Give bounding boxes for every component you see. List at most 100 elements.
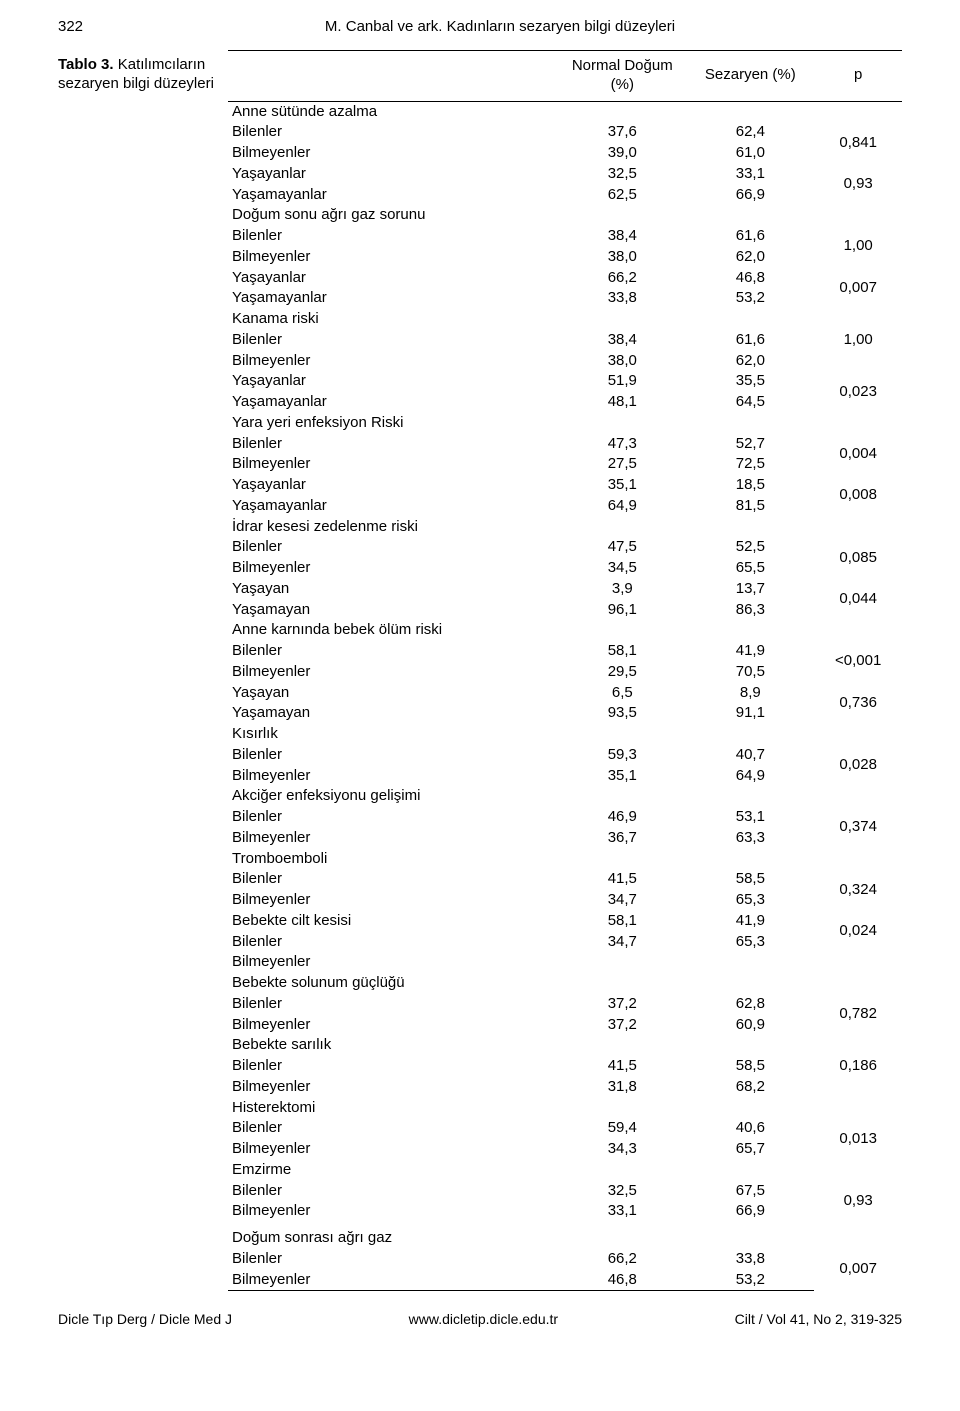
table-row: Bilenler37,662,40,841	[228, 122, 902, 143]
row-label: Bilenler	[228, 1181, 558, 1202]
table-caption: Tablo 3. Katılımcıların sezaryen bilgi d…	[58, 50, 228, 1291]
table-row: Bilmeyenler35,164,9	[228, 766, 902, 787]
col-normal: Normal Doğum (%)	[558, 51, 686, 102]
section-title: Akciğer enfeksiyonu gelişimi	[228, 786, 558, 807]
cell-normal: 34,3	[558, 1139, 686, 1160]
cell-normal: 59,4	[558, 1118, 686, 1139]
row-label: Yaşamayanlar	[228, 496, 558, 517]
row-label: Yaşayan	[228, 683, 558, 704]
cell-sezaryen: 58,5	[686, 869, 814, 890]
row-label: Yaşamayanlar	[228, 392, 558, 413]
cell-sezaryen: 35,5	[686, 371, 814, 392]
footer-left: Dicle Tıp Derg / Dicle Med J	[58, 1311, 232, 1327]
table-row: Bilenler41,558,50,186	[228, 1056, 902, 1077]
cell-sezaryen: 68,2	[686, 1077, 814, 1098]
cell-sezaryen: 72,5	[686, 454, 814, 475]
cell-p: 0,085	[814, 537, 902, 579]
cell-normal: 34,7	[558, 890, 686, 911]
cell-normal: 38,0	[558, 247, 686, 268]
cell-normal: 37,2	[558, 1015, 686, 1036]
table-row: Tromboemboli	[228, 849, 902, 870]
cell-sezaryen: 62,0	[686, 351, 814, 372]
row-label: Bilenler	[228, 641, 558, 662]
table-row: Bilmeyenler34,365,7	[228, 1139, 902, 1160]
row-label: Bilenler	[228, 122, 558, 143]
cell-sezaryen: 70,5	[686, 662, 814, 683]
table-row: Bilmeyenler31,868,2	[228, 1077, 902, 1098]
cell-p: 0,782	[814, 994, 902, 1036]
table-row: Bilmeyenler34,565,5	[228, 558, 902, 579]
table-row: Bilenler58,141,9<0,001	[228, 641, 902, 662]
row-label: Bilenler	[228, 807, 558, 828]
row-label: Yaşamayan	[228, 703, 558, 724]
row-label: Bilmeyenler	[228, 247, 558, 268]
row-label: Bilenler	[228, 869, 558, 890]
table-row: Yaşamayanlar48,164,5	[228, 392, 902, 413]
cell-sezaryen: 53,2	[686, 288, 814, 309]
cell-sezaryen: 58,5	[686, 1056, 814, 1077]
row-label: Bilmeyenler	[228, 1015, 558, 1036]
cell-sezaryen: 52,7	[686, 434, 814, 455]
cell-p: 0,007	[814, 1249, 902, 1291]
cell-normal: 96,1	[558, 600, 686, 621]
table-row: Bilenler41,558,50,324	[228, 869, 902, 890]
cell-p: 0,023	[814, 371, 902, 413]
table-row: Bilmeyenler36,763,3	[228, 828, 902, 849]
row-label: Yaşayanlar	[228, 164, 558, 185]
table-row: Bilmeyenler37,260,9	[228, 1015, 902, 1036]
section-title: Anne sütünde azalma	[228, 101, 558, 122]
row-label: Bilmeyenler	[228, 143, 558, 164]
table-row: Histerektomi	[228, 1098, 902, 1119]
cell-normal: 66,2	[558, 1249, 686, 1270]
table-row: Doğum sonu ağrı gaz sorunu	[228, 205, 902, 226]
caption-label: Tablo 3.	[58, 56, 114, 73]
row-label: Bilenler	[228, 226, 558, 247]
cell-sezaryen: 61,0	[686, 143, 814, 164]
cell-sezaryen: 61,6	[686, 226, 814, 247]
row-label: Bilmeyenler	[228, 1139, 558, 1160]
table-row: Bilmeyenler46,853,2	[228, 1270, 902, 1291]
cell-sezaryen: 64,5	[686, 392, 814, 413]
cell-normal: 46,9	[558, 807, 686, 828]
cell-normal: 3,9	[558, 579, 686, 600]
cell-p: 0,028	[814, 745, 902, 787]
row-label: Bilmeyenler	[228, 351, 558, 372]
row-label: Bilenler	[228, 1118, 558, 1139]
table-row: Yaşamayanlar62,566,9	[228, 185, 902, 206]
table-row: Bilenler47,552,50,085	[228, 537, 902, 558]
cell-sezaryen: 62,8	[686, 994, 814, 1015]
cell-normal: 39,0	[558, 143, 686, 164]
table-row: Yaşayanlar51,935,50,023	[228, 371, 902, 392]
cell-sezaryen: 67,5	[686, 1181, 814, 1202]
table-row: Bilenler59,440,60,013	[228, 1118, 902, 1139]
cell-normal: 29,5	[558, 662, 686, 683]
table-row: Akciğer enfeksiyonu gelişimi	[228, 786, 902, 807]
col-p: p	[814, 51, 902, 102]
table-row: Yaşayanlar32,533,10,93	[228, 164, 902, 185]
row-label: Bilmeyenler	[228, 454, 558, 475]
cell-p: 0,007	[814, 268, 902, 310]
cell-normal: 35,1	[558, 766, 686, 787]
row-label: Bilenler	[228, 434, 558, 455]
row-label: Yaşamayan	[228, 600, 558, 621]
row-label: Bilmeyenler	[228, 558, 558, 579]
data-table: Normal Doğum (%) Sezaryen (%) p Anne süt…	[228, 50, 902, 1291]
table-row: Bilmeyenler33,166,9	[228, 1201, 902, 1222]
row-label: Bilmeyenler	[228, 828, 558, 849]
section-title: İdrar kesesi zedelenme riski	[228, 517, 558, 538]
cell-normal: 36,7	[558, 828, 686, 849]
cell-sezaryen: 86,3	[686, 600, 814, 621]
table-header-row: Normal Doğum (%) Sezaryen (%) p	[228, 51, 902, 102]
cell-sezaryen: 53,2	[686, 1270, 814, 1291]
table-row: Bilenler66,233,80,007	[228, 1249, 902, 1270]
table-row: Bebekte cilt kesisi58,141,90,024	[228, 911, 902, 932]
cell-normal: 93,5	[558, 703, 686, 724]
row-label: Bilenler	[228, 932, 558, 953]
cell-normal: 41,5	[558, 869, 686, 890]
cell-p: 0,374	[814, 807, 902, 849]
table-row: Emzirme	[228, 1160, 902, 1181]
table-row: İdrar kesesi zedelenme riski	[228, 517, 902, 538]
cell-normal: 47,5	[558, 537, 686, 558]
cell-normal: 58,1	[558, 911, 686, 932]
table-row: Bilmeyenler39,061,0	[228, 143, 902, 164]
